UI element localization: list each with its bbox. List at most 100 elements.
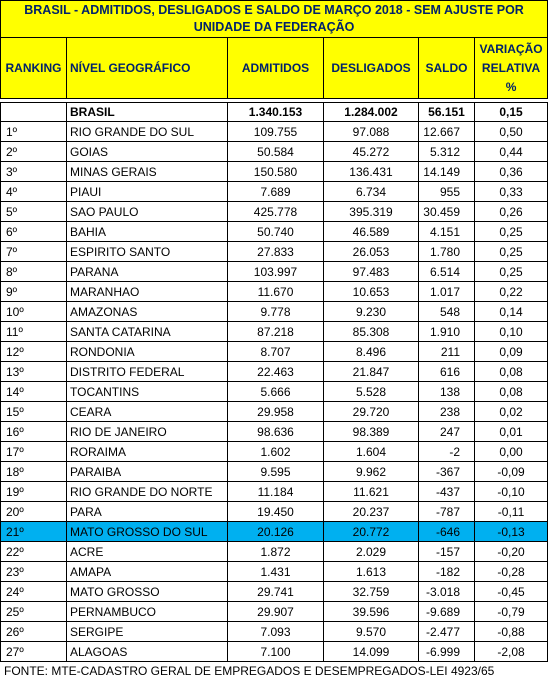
- cell-admitidos: 29.741: [227, 581, 324, 602]
- cell-saldo: 238: [418, 401, 475, 422]
- header-variacao: VARIAÇÃO RELATIVA %: [473, 37, 549, 99]
- cell-variacao: -0,11: [473, 501, 549, 522]
- cell-desligados: 29.720: [323, 401, 419, 422]
- cell-admitidos: 109.755: [227, 121, 324, 142]
- cell-variacao: 0,08: [473, 381, 549, 402]
- cell-rank: 5º: [0, 201, 67, 222]
- cell-admitidos: 1.340.153: [227, 102, 324, 122]
- cell-desligados: 85.308: [323, 321, 419, 342]
- cell-saldo: 30.459: [418, 201, 475, 222]
- cell-variacao: 0,22: [473, 281, 549, 302]
- cell-desligados: 21.847: [323, 361, 419, 382]
- cell-name: MARANHAO: [66, 281, 228, 302]
- cell-name: RORAIMA: [66, 441, 228, 462]
- cell-name: ACRE: [66, 541, 228, 562]
- cell-desligados: 9.570: [323, 621, 419, 642]
- cell-name: BRASIL: [66, 102, 228, 122]
- cell-admitidos: 7.689: [227, 181, 324, 202]
- cell-saldo: 14.149: [418, 161, 475, 182]
- cell-variacao: -0,10: [473, 481, 549, 502]
- cell-variacao: 0,33: [473, 181, 549, 202]
- table-row: 5º SAO PAULO 425.778 395.319 30.459 0,26: [0, 201, 549, 222]
- cell-rank: 9º: [0, 281, 67, 302]
- table-row: 17º RORAIMA 1.602 1.604 -2 0,00: [0, 441, 549, 462]
- cell-rank: 20º: [0, 501, 67, 522]
- cell-desligados: 136.431: [323, 161, 419, 182]
- cell-rank: 27º: [0, 641, 67, 662]
- table-row: 22º ACRE 1.872 2.029 -157 -0,20: [0, 541, 549, 562]
- cell-admitidos: 11.184: [227, 481, 324, 502]
- cell-saldo: -6.999: [418, 641, 475, 662]
- cell-variacao: -0,79: [473, 601, 549, 622]
- cell-variacao: -0,13: [473, 521, 549, 542]
- cell-rank: 6º: [0, 221, 67, 242]
- cell-variacao: 0,14: [473, 301, 549, 322]
- cell-rank: 13º: [0, 361, 67, 382]
- cell-variacao: 0,15: [473, 102, 549, 122]
- table-row: 15º CEARA 29.958 29.720 238 0,02: [0, 401, 549, 422]
- cell-admitidos: 50.740: [227, 221, 324, 242]
- cell-saldo: 5.312: [418, 141, 475, 162]
- cell-name: ESPIRITO SANTO: [66, 241, 228, 262]
- cell-admitidos: 9.778: [227, 301, 324, 322]
- cell-desligados: 97.088: [323, 121, 419, 142]
- cell-rank: [0, 102, 67, 122]
- cell-saldo: 548: [418, 301, 475, 322]
- cell-variacao: 0,25: [473, 241, 549, 262]
- cell-desligados: 32.759: [323, 581, 419, 602]
- cell-desligados: 11.621: [323, 481, 419, 502]
- cell-admitidos: 150.580: [227, 161, 324, 182]
- cell-desligados: 9.962: [323, 461, 419, 482]
- cell-name: GOIAS: [66, 141, 228, 162]
- cell-desligados: 20.237: [323, 501, 419, 522]
- cell-name: SERGIPE: [66, 621, 228, 642]
- cell-rank: 16º: [0, 421, 67, 442]
- cell-saldo: 12.667: [418, 121, 475, 142]
- cell-saldo: 211: [418, 341, 475, 362]
- cell-saldo: 616: [418, 361, 475, 382]
- cell-rank: 15º: [0, 401, 67, 422]
- header-nivel-geografico: NÍVEL GEOGRÁFICO: [66, 37, 228, 99]
- header-ranking: RANKING: [0, 37, 67, 99]
- table-row: 23º AMAPA 1.431 1.613 -182 -0,28: [0, 561, 549, 582]
- cell-name: MINAS GERAIS: [66, 161, 228, 182]
- cell-rank: 19º: [0, 481, 67, 502]
- cell-saldo: 6.514: [418, 261, 475, 282]
- cell-variacao: 0,02: [473, 401, 549, 422]
- cell-name: PARA: [66, 501, 228, 522]
- cell-name: MATO GROSSO DO SUL: [66, 521, 228, 542]
- cell-desligados: 46.589: [323, 221, 419, 242]
- cell-variacao: 0,01: [473, 421, 549, 442]
- table-row: 19º RIO GRANDE DO NORTE 11.184 11.621 -437 -0…: [0, 481, 549, 502]
- cell-admitidos: 19.450: [227, 501, 324, 522]
- cell-name: RONDONIA: [66, 341, 228, 362]
- cell-name: RIO DE JANEIRO: [66, 421, 228, 442]
- cell-saldo: -367: [418, 461, 475, 482]
- cell-name: SANTA CATARINA: [66, 321, 228, 342]
- table-row: 18º PARAIBA 9.595 9.962 -367 -0,09: [0, 461, 549, 482]
- cell-desligados: 1.284.002: [323, 102, 419, 122]
- cell-admitidos: 9.595: [227, 461, 324, 482]
- cell-admitidos: 8.707: [227, 341, 324, 362]
- table-row: 2º GOIAS 50.584 45.272 5.312 0,44: [0, 141, 549, 162]
- cell-rank: 17º: [0, 441, 67, 462]
- cell-desligados: 10.653: [323, 281, 419, 302]
- table-row: 11º SANTA CATARINA 87.218 85.308 1.910 0,10: [0, 321, 549, 342]
- cell-variacao: 0,25: [473, 221, 549, 242]
- table-row: 24º MATO GROSSO 29.741 32.759 -3.018 -0,45: [0, 581, 549, 602]
- cell-rank: 7º: [0, 241, 67, 262]
- cell-desligados: 6.734: [323, 181, 419, 202]
- cell-desligados: 8.496: [323, 341, 419, 362]
- cell-desligados: 14.099: [323, 641, 419, 662]
- cell-rank: 4º: [0, 181, 67, 202]
- cell-desligados: 97.483: [323, 261, 419, 282]
- data-table: BRASIL - ADMITIDOS, DESLIGADOS E SALDO D…: [0, 0, 549, 662]
- cell-admitidos: 103.997: [227, 261, 324, 282]
- cell-desligados: 45.272: [323, 141, 419, 162]
- header-saldo: SALDO: [418, 37, 475, 99]
- table-row: 6º BAHIA 50.740 46.589 4.151 0,25: [0, 221, 549, 242]
- source-footnote: FONTE: MTE-CADASTRO GERAL DE EMPREGADOS …: [4, 664, 495, 678]
- cell-desligados: 9.230: [323, 301, 419, 322]
- cell-desligados: 5.528: [323, 381, 419, 402]
- table-row: 9º MARANHAO 11.670 10.653 1.017 0,22: [0, 281, 549, 302]
